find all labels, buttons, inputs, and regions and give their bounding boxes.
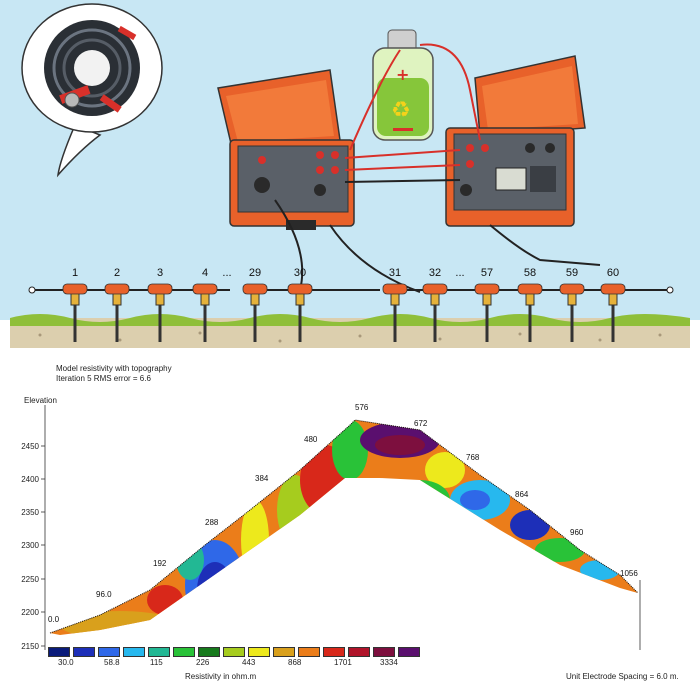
legend-swatch bbox=[73, 647, 95, 657]
electrode-ellipsis: ... bbox=[455, 267, 464, 279]
y-tick-label: 2300 bbox=[21, 541, 39, 550]
section-plot: 2450 2400 2350 2300 2250 2200 2150 0.0 96.0 192 2… bbox=[21, 403, 641, 651]
legend-value: 1701 bbox=[334, 658, 352, 667]
iteration-text: Iteration 5 RMS error = 6.6 bbox=[56, 374, 151, 383]
resistivity-meter-right bbox=[445, 55, 586, 227]
legend-value: 868 bbox=[288, 658, 302, 667]
electrode-right-2: 57 bbox=[474, 267, 500, 342]
profile-label: 384 bbox=[255, 474, 269, 483]
legend-value: 30.0 bbox=[58, 658, 74, 667]
profile-label: 768 bbox=[466, 453, 480, 462]
electrode-right-3: 58 bbox=[517, 267, 543, 342]
cable-coil-callout bbox=[21, 3, 163, 178]
legend-swatches bbox=[48, 647, 428, 657]
profile-label: 960 bbox=[570, 528, 584, 537]
electrode-right-4: 59 bbox=[559, 267, 585, 342]
profile-labels: 0.0 96.0 192 288 384 480 576 672 768 864 960 1056 bbox=[48, 403, 638, 624]
y-ticks: 2450 2400 2350 2300 2250 2200 2150 bbox=[21, 442, 45, 651]
meter-display bbox=[495, 167, 527, 191]
legend-title: Resistivity in ohm.m bbox=[185, 672, 257, 681]
electrode-label: 60 bbox=[607, 267, 619, 279]
electrode-label: 57 bbox=[481, 267, 493, 279]
electrode-label: 58 bbox=[524, 267, 536, 279]
elevation-label: Elevation bbox=[24, 396, 57, 405]
electrode-label: 32 bbox=[429, 267, 441, 279]
electrode-left-0: 1 bbox=[62, 267, 88, 342]
y-tick-label: 2200 bbox=[21, 608, 39, 617]
profile-label: 288 bbox=[205, 518, 219, 527]
profile-label: 0.0 bbox=[48, 615, 60, 624]
profile-label: 480 bbox=[304, 435, 318, 444]
y-tick-label: 2150 bbox=[21, 642, 39, 651]
electrode-left-1: 2 bbox=[104, 267, 130, 342]
legend-swatch bbox=[398, 647, 420, 657]
legend-value: 3334 bbox=[380, 658, 398, 667]
electrode-left-5: 30 bbox=[287, 267, 313, 342]
y-tick-label: 2350 bbox=[21, 508, 39, 517]
recycle-icon: ♻ bbox=[391, 98, 411, 123]
legend-swatch bbox=[323, 647, 345, 657]
legend-swatch bbox=[223, 647, 245, 657]
profile-label: 1056 bbox=[620, 569, 638, 578]
unit-spacing-note: Unit Electrode Spacing = 6.0 m. bbox=[566, 672, 679, 681]
svg-text:+: + bbox=[396, 65, 409, 84]
grass-line bbox=[10, 314, 690, 326]
electrode-label: 1 bbox=[72, 267, 78, 279]
y-tick-label: 2400 bbox=[21, 475, 39, 484]
soil-speckles bbox=[38, 331, 662, 343]
equipment-illustration: + ♻ 1 2 3 4 29 30 bbox=[0, 0, 700, 348]
color-legend bbox=[48, 647, 428, 659]
profile-label: 96.0 bbox=[96, 590, 112, 599]
legend-swatch bbox=[198, 647, 220, 657]
electrode-ellipsis: ... bbox=[222, 267, 231, 279]
electrode-label: 30 bbox=[294, 267, 306, 279]
resistivity-model bbox=[50, 420, 638, 635]
profile-label: 576 bbox=[355, 403, 369, 412]
connection-cables bbox=[274, 43, 601, 293]
y-tick-label: 2250 bbox=[21, 575, 39, 584]
electrode-label: 2 bbox=[114, 267, 120, 279]
resistivity-meter-left bbox=[217, 69, 355, 230]
profile-label: 864 bbox=[515, 490, 529, 499]
electrode-right-5: 60 bbox=[600, 267, 626, 342]
legend-swatch bbox=[348, 647, 370, 657]
legend-swatch bbox=[373, 647, 395, 657]
topography-line bbox=[49, 419, 639, 634]
profile-label: 672 bbox=[414, 419, 428, 428]
model-title: Model resistivity with topography bbox=[56, 364, 172, 373]
legend-swatch bbox=[273, 647, 295, 657]
legend-swatch bbox=[173, 647, 195, 657]
legend-swatch bbox=[123, 647, 145, 657]
legend-swatch bbox=[48, 647, 70, 657]
electrode-label: 29 bbox=[249, 267, 261, 279]
electrode-right-0: 31 bbox=[382, 267, 408, 342]
legend-swatch bbox=[248, 647, 270, 657]
electrodes-group: 1 2 3 4 29 30 31 32 57 58 59 60...... bbox=[62, 267, 626, 342]
resistivity-section: Model resistivity with topography Iterat… bbox=[0, 350, 700, 700]
electrode-left-4: 29 bbox=[242, 267, 268, 342]
profile-label: 192 bbox=[153, 559, 167, 568]
electrode-left-2: 3 bbox=[147, 267, 173, 342]
electrode-left-3: 4 bbox=[192, 267, 218, 342]
electrode-label: 31 bbox=[389, 267, 401, 279]
legend-swatch bbox=[148, 647, 170, 657]
legend-labels: 30.0 58.8 115 226 443 868 1701 3334 bbox=[48, 658, 428, 670]
electrode-label: 3 bbox=[157, 267, 163, 279]
electrode-right-1: 32 bbox=[422, 267, 448, 342]
legend-value: 226 bbox=[196, 658, 210, 667]
electrode-label: 59 bbox=[566, 267, 578, 279]
y-tick-label: 2450 bbox=[21, 442, 39, 451]
legend-value: 443 bbox=[242, 658, 256, 667]
legend-value: 115 bbox=[150, 658, 163, 667]
electrode-label: 4 bbox=[202, 267, 208, 279]
legend-value: 58.8 bbox=[104, 658, 120, 667]
legend-swatch bbox=[98, 647, 120, 657]
legend-swatch bbox=[298, 647, 320, 657]
